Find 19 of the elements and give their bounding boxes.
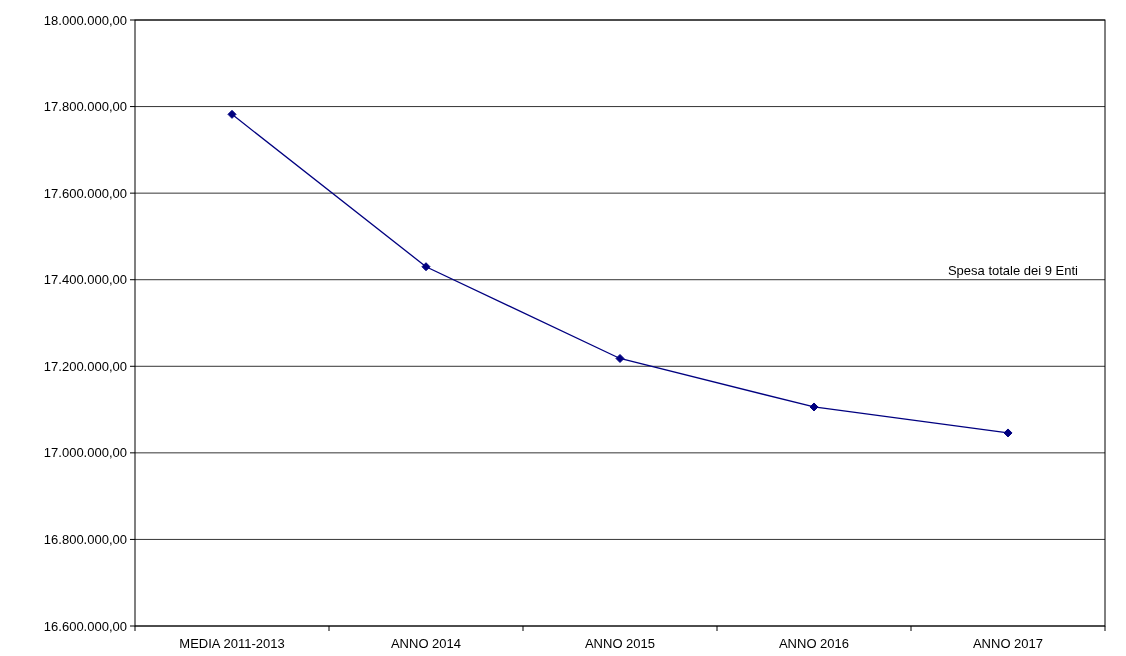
y-tick-label: 17.000.000,00 [43, 445, 127, 461]
x-tick-label: ANNO 2014 [390, 636, 462, 651]
y-tick-label: 17.800.000,00 [43, 99, 127, 115]
point [809, 402, 819, 412]
point [1003, 428, 1013, 438]
y-tick-label: 17.400.000,00 [43, 272, 127, 288]
x-tick-label: MEDIA 2011-2013 [179, 636, 285, 651]
y-tick-label: 17.600.000,00 [43, 185, 127, 201]
x-tick-label: ANNO 2015 [584, 636, 656, 651]
point [615, 353, 625, 363]
x-tick-label: ANNO 2017 [972, 636, 1044, 651]
point [227, 109, 237, 119]
annotation: Spesa totale dei 9 Enti [947, 262, 1079, 278]
y-tick-label: 17.200.000,00 [43, 358, 127, 374]
y-tick-label: 16.800.000,00 [43, 531, 127, 547]
x-tick-label: ANNO 2016 [778, 636, 850, 651]
y-tick-label: 16.600.000,00 [43, 618, 127, 634]
point [421, 262, 431, 272]
y-tick-label: 18.000.000,00 [43, 12, 127, 28]
